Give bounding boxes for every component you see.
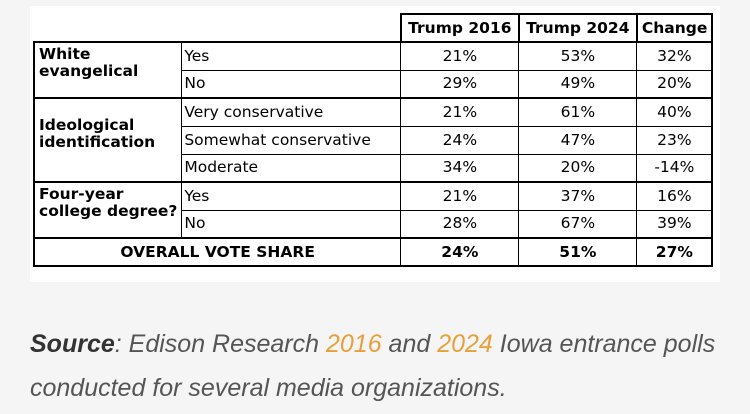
- cell-value: 32%: [636, 41, 714, 71]
- caption-text: Iowa entrance polls conducted for severa…: [30, 330, 716, 402]
- overall-row: OVERALL VOTE SHARE 24% 51% 27%: [33, 237, 714, 267]
- cell-value: 21%: [400, 41, 520, 71]
- table-row: White evangelical Yes 21% 53% 32%: [33, 41, 714, 99]
- header-empty: [182, 14, 401, 42]
- results-table-image: Trump 2016 Trump 2024 Change White evang…: [30, 6, 720, 282]
- cell-value: 20%: [518, 153, 638, 183]
- cell-value: 51%: [518, 237, 638, 267]
- overall-label: OVERALL VOTE SHARE: [33, 237, 402, 267]
- caption-text: and: [381, 330, 438, 358]
- group-label-ideology: Ideological identification: [33, 97, 183, 183]
- group-label-line: college degree?: [39, 202, 178, 220]
- row-label: Yes: [181, 41, 402, 71]
- cell-value: 21%: [400, 97, 520, 127]
- group-label-line: evangelical: [39, 62, 139, 80]
- header-trump-2016: Trump 2016: [399, 13, 520, 43]
- cell-value: 61%: [518, 97, 638, 127]
- table-row: Moderate 34% 20% -14%: [34, 153, 714, 183]
- row-label: Yes: [181, 181, 402, 211]
- link-2024[interactable]: 2024: [437, 330, 493, 358]
- cell-value: 24%: [400, 125, 520, 155]
- row-label: No: [181, 69, 402, 99]
- cell-value: 39%: [636, 209, 714, 239]
- cell-value: 21%: [400, 181, 520, 211]
- group-label-evangelical: White evangelical: [33, 41, 183, 99]
- group-label-line: Four-year: [39, 185, 124, 203]
- cell-value: 24%: [400, 237, 520, 267]
- row-label: Somewhat conservative: [181, 125, 402, 155]
- cell-value: 16%: [636, 181, 714, 211]
- source-label: Source: [30, 330, 115, 358]
- header-empty: [34, 14, 182, 42]
- cell-value: -14%: [636, 153, 714, 183]
- header-trump-2024: Trump 2024: [517, 13, 638, 43]
- table-row: No 28% 67% 39%: [34, 209, 714, 239]
- cell-value: 29%: [400, 69, 520, 99]
- caption-text: : Edison Research: [114, 330, 326, 358]
- cell-value: 34%: [400, 153, 520, 183]
- table-row: Somewhat conservative 24% 47% 23%: [34, 125, 714, 155]
- group-label-college: Four-year college degree?: [33, 181, 183, 239]
- cell-value: 20%: [636, 69, 714, 99]
- header-row: Trump 2016 Trump 2024 Change: [34, 13, 714, 43]
- group-label-line: identification: [39, 133, 156, 151]
- link-2016[interactable]: 2016: [325, 330, 382, 358]
- cell-value: 23%: [636, 125, 714, 155]
- cell-value: 53%: [518, 41, 638, 71]
- cell-value: 37%: [518, 181, 638, 211]
- cell-value: 47%: [518, 125, 638, 155]
- cell-value: 28%: [400, 209, 520, 239]
- source-caption: Source: Edison Research 2016 and 2024 Io…: [30, 322, 730, 410]
- group-label-line: Ideological: [39, 116, 135, 134]
- cell-value: 67%: [518, 209, 638, 239]
- row-label: No: [181, 209, 402, 239]
- results-table: Trump 2016 Trump 2024 Change White evang…: [33, 13, 714, 267]
- cell-value: 27%: [636, 237, 714, 267]
- table-row: Four-year college degree? Yes 21% 37% 16…: [33, 181, 714, 239]
- group-label-line: White: [39, 45, 91, 63]
- row-label: Moderate: [181, 153, 402, 183]
- cell-value: 49%: [518, 69, 638, 99]
- cell-value: 40%: [636, 97, 714, 127]
- row-label: Very conservative: [181, 97, 402, 127]
- table-row: Ideological identification Very conserva…: [33, 97, 714, 183]
- header-change: Change: [635, 13, 714, 43]
- table-row: No 29% 49% 20%: [34, 69, 714, 99]
